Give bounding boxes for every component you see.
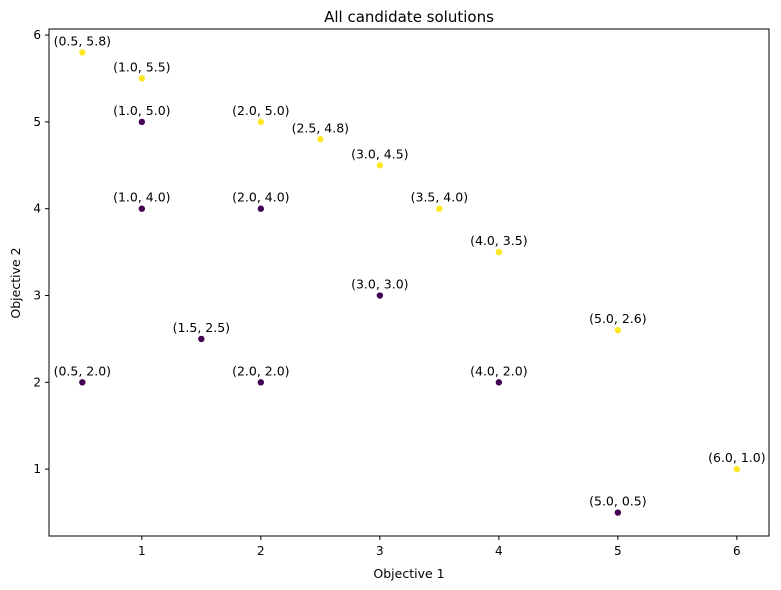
y-tick-label: 6	[33, 28, 41, 42]
point-label: (5.0, 2.6)	[589, 311, 646, 326]
point-label: (2.0, 5.0)	[232, 103, 289, 118]
point-labels: (0.5, 5.8)(1.0, 5.5) (1.0, 5.0) (2.0, 5.0)…	[54, 33, 766, 508]
point-label: (6.0, 1.0)	[708, 450, 765, 465]
point-label: (1.5, 2.5)	[173, 320, 230, 335]
y-tick-label: 1	[33, 462, 41, 476]
scatter-point	[614, 327, 622, 334]
y-axis-label: Objective 2	[8, 247, 23, 318]
y-tick-label: 4	[33, 202, 41, 216]
point-label: (2.5, 4.8)	[292, 120, 349, 135]
scatter-point	[733, 465, 741, 473]
x-tick-label: 4	[495, 544, 503, 558]
x-axis-ticks: 1 2 3 4 5 6	[138, 536, 741, 558]
point-label: (0.5, 2.0)	[54, 363, 111, 378]
scatter-point	[138, 205, 146, 212]
y-tick-label: 2	[33, 375, 41, 389]
point-label: (5.0, 0.5)	[589, 494, 646, 509]
scatter-point	[376, 292, 384, 299]
point-label: (2.0, 2.0)	[232, 363, 289, 378]
scatter-point	[495, 379, 503, 386]
point-label: (1.0, 4.0)	[113, 190, 170, 205]
point-label: (1.0, 5.0)	[113, 103, 170, 118]
point-label: (3.5, 4.0)	[411, 190, 468, 205]
y-axis-ticks: 1 2 3 4 5 6	[33, 28, 49, 476]
x-tick-label: 5	[614, 544, 622, 558]
point-label: (4.0, 2.0)	[470, 363, 527, 378]
scatter-point	[317, 136, 324, 143]
scatter-point	[257, 118, 265, 126]
scatter-point	[198, 335, 205, 343]
point-label: (0.5, 5.8)	[54, 33, 111, 48]
scatter-point	[614, 509, 622, 516]
chart-title: All candidate solutions	[324, 8, 494, 26]
point-label: (3.0, 3.0)	[351, 277, 408, 292]
x-tick-label: 1	[138, 544, 146, 558]
scatter-point	[257, 205, 265, 212]
point-label: (4.0, 3.5)	[470, 233, 527, 248]
point-label: (2.0, 4.0)	[232, 190, 289, 205]
scatter-point	[138, 118, 146, 126]
scatter-point	[436, 205, 443, 212]
point-label: (3.0, 4.5)	[351, 146, 408, 161]
scatter-point	[495, 248, 503, 256]
scatter-point	[79, 379, 86, 386]
plot-area-frame	[48, 28, 770, 537]
x-axis-label: Objective 1	[373, 566, 444, 581]
point-label: (1.0, 5.5)	[113, 59, 170, 74]
x-tick-label: 3	[376, 544, 384, 558]
data-points	[79, 49, 741, 516]
y-tick-label: 5	[33, 115, 41, 129]
y-tick-label: 3	[33, 289, 41, 303]
scatter-point	[138, 75, 146, 82]
x-tick-label: 2	[257, 544, 265, 558]
scatter-point	[257, 379, 265, 386]
scatter-point	[376, 162, 384, 169]
scatter-point	[79, 49, 86, 56]
x-tick-label: 6	[733, 544, 741, 558]
